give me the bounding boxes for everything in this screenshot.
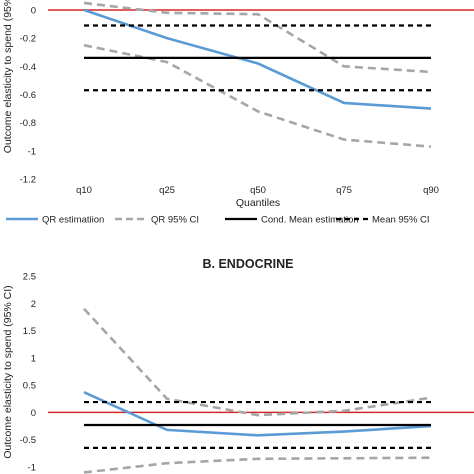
panel-b-series [48,307,474,474]
panel-a-x-tick-label: q25 [159,185,175,196]
panel-a-series-line [83,8,432,110]
panel-b-chart: B. ENDOCRINE 2.5 2 1.5 1 0.5 0 -0.5 -1 Outcome … [2,257,474,474]
panel-b-y-tick-label: 2 [31,299,36,310]
panel-b-y-tick-label: 0.5 [23,381,36,392]
panel-a-y-tick-label: -1.2 [20,175,36,186]
panel-b-y-tick-label: -1 [28,463,36,474]
panel-a-series-line [83,1,432,74]
panel-b-y-ticks: 2.5 2 1.5 1 0.5 0 -0.5 -1 [20,272,36,474]
panel-a-x-tick-label: q50 [250,185,266,196]
legend-label: QR 95% CI [151,215,199,226]
panel-a-y-tick-label: -0.6 [20,90,36,101]
panel-a-y-tick-label: -0.4 [20,62,36,73]
panel-b-series-line [83,391,432,437]
panel-a-y-tick-label: -1 [28,146,36,157]
panel-a-x-tick-label: q10 [76,185,92,196]
legend-label: Mean 95% CI [372,215,430,226]
panel-a-x-axis-label: Quantiles [236,197,280,209]
panel-a-y-tick-label: 0 [31,6,36,17]
panel-b-y-tick-label: 1.5 [23,326,36,337]
panel-b-series-line [83,456,432,474]
panel-b-series-line [83,307,432,417]
panel-a-series [48,1,474,148]
panel-a-y-tick-label: -0.2 [20,34,36,45]
panel-a-series-line [83,43,432,148]
panel-a-y-ticks: 0 -0.2 -0.4 -0.6 -0.8 -1 -1.2 [20,6,36,186]
legend: QR estimatiion QR 95% CI Cond. Mean estima… [6,215,430,226]
panel-b-title: B. ENDOCRINE [203,257,294,271]
legend-label: Cond. Mean estimation [261,215,359,226]
panel-a-chart: 0-0.2-0.4-0.6-0.8-1-1.2 q10 q25 q50 q75 q90 … [2,0,474,209]
panel-b-y-tick-label: 0 [31,408,36,419]
panel-a-x-tick-label: q90 [423,185,439,196]
panel-a-y-axis-label: Outcome elasticity to spend (95% [2,0,14,153]
panel-b-y-axis-label: Outcome elasticity to spend (95% CI) [2,285,14,458]
panel-a-x-tick-label: q75 [336,185,352,196]
panel-a-x-ticks: q10 q25 q50 q75 q90 [76,185,439,196]
panel-b-y-tick-label: -0.5 [20,435,36,446]
panel-b-y-tick-label: 1 [31,353,36,364]
panel-a-y-tick-label: -0.8 [20,118,36,129]
legend-label: QR estimatiion [42,215,104,226]
panel-b-y-tick-label: 2.5 [23,272,36,283]
